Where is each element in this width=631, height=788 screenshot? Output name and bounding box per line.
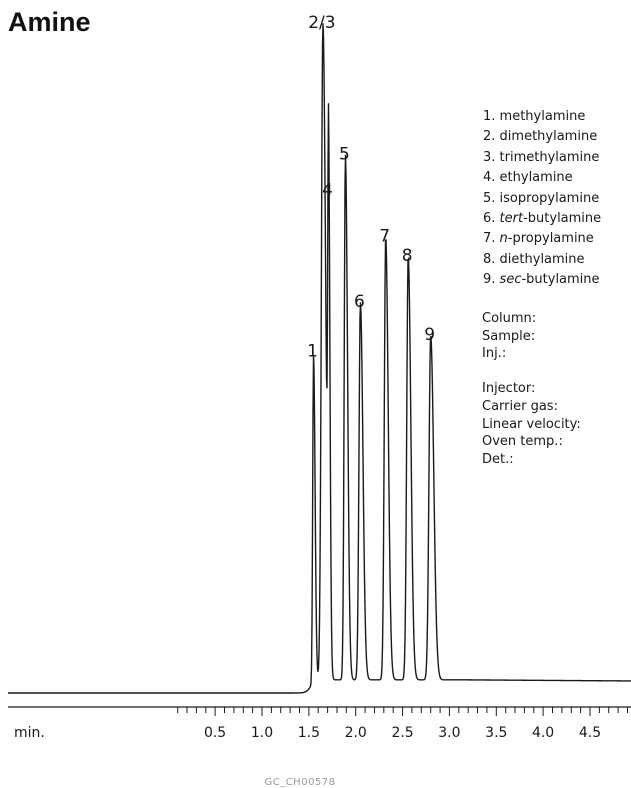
condition-detector: Det.: <box>482 451 514 467</box>
chart-title: Amine <box>8 7 91 37</box>
x-tick-label-4.5: 4.5 <box>579 725 601 741</box>
x-tick-label-1.5: 1.5 <box>298 725 320 741</box>
legend-item-5: 5. isopropylamine <box>483 190 600 206</box>
x-tick-label-2.5: 2.5 <box>391 725 413 741</box>
legend-item-4: 4. ethylamine <box>483 170 573 186</box>
peak-label-3: 4 <box>322 181 333 201</box>
legend-item-3: 3. trimethylamine <box>483 149 600 165</box>
conditions-block: Column: Sample: Inj.: Injector: Carrier … <box>482 310 581 468</box>
condition-injection: Inj.: <box>482 346 507 362</box>
conditions-spacer <box>482 363 581 381</box>
legend-item-7: 7. n-propylamine <box>483 231 594 247</box>
x-tick-label-0.5: 0.5 <box>204 725 226 741</box>
x-tick-label-4.0: 4.0 <box>532 725 554 741</box>
legend-item-2: 2. dimethylamine <box>483 129 598 145</box>
peak-label-4: 5 <box>339 144 350 164</box>
condition-carrier-gas: Carrier gas: <box>482 398 558 414</box>
condition-sample: Sample: <box>482 328 536 344</box>
condition-linear-velocity: Linear velocity: <box>482 416 581 432</box>
peak-label-6: 7 <box>379 227 390 247</box>
figure-code: GC_CH00578 <box>264 777 335 788</box>
peak-label-1: 1 <box>307 342 318 362</box>
legend-item-6: 6. tert-butylamine <box>483 211 602 227</box>
legend-item-9: 9. sec-butylamine <box>483 272 600 288</box>
trace-group <box>8 23 631 694</box>
x-tick-label-1.0: 1.0 <box>251 725 273 741</box>
x-tick-label-3.5: 3.5 <box>485 725 507 741</box>
time-axis: 0.5 1.0 1.5 2.0 2.5 3.0 3.5 4.0 4.5 min. <box>8 706 631 741</box>
legend-item-1: 1. methylamine <box>483 109 586 124</box>
condition-column: Column: <box>482 311 537 326</box>
peak-legend: 1. methylamine 2. dimethylamine 3. trimeth… <box>483 107 601 291</box>
x-tick-label-3.0: 3.0 <box>438 725 460 741</box>
x-axis-unit-label: min. <box>14 725 45 741</box>
x-tick-label-2.0: 2.0 <box>345 725 367 741</box>
condition-injector: Injector: <box>482 381 536 397</box>
peak-labels: 1 2/3 45 6 78 9 <box>307 13 435 362</box>
peak-label-8: 9 <box>424 325 435 345</box>
peak-label-7: 8 <box>402 246 413 266</box>
condition-oven-temp: Oven temp.: <box>482 434 563 450</box>
legend-item-8: 8. diethylamine <box>483 251 585 267</box>
chromatogram-trace <box>8 23 631 694</box>
peak-label-5: 6 <box>354 292 365 312</box>
peak-label-2: 2/3 <box>308 13 335 33</box>
